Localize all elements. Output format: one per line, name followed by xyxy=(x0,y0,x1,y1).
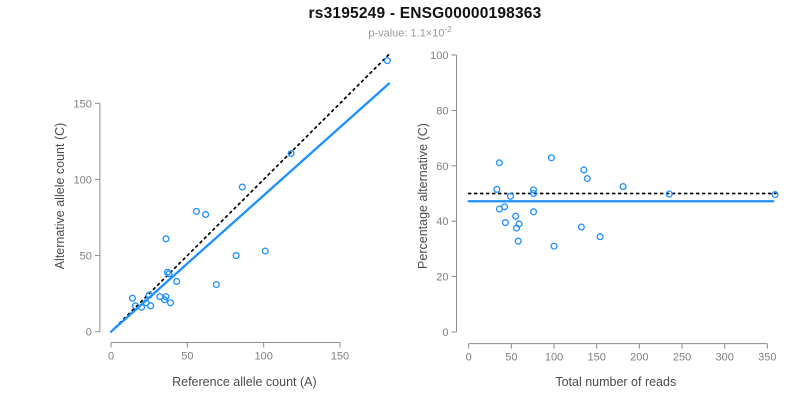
data-point xyxy=(501,219,509,227)
pvalue-mantissa: 1.1 xyxy=(410,27,426,40)
x-tick-label: 350 xyxy=(758,352,776,364)
data-point xyxy=(493,185,501,193)
pvalue-base: 10 xyxy=(432,27,445,40)
data-point xyxy=(665,190,673,198)
data-point xyxy=(514,237,522,245)
x-tick-label: 250 xyxy=(673,352,691,364)
y-tick-label: 0 xyxy=(442,327,448,339)
data-point xyxy=(147,302,155,310)
x-axis-label: Reference allele count (A) xyxy=(172,375,317,389)
figure-subtitle: p-value: 1.1×10-2 xyxy=(20,25,800,40)
identity-line xyxy=(110,53,390,333)
data-point xyxy=(619,183,627,191)
data-point xyxy=(238,183,246,191)
pvalue-times-sign: × xyxy=(425,27,433,40)
data-point xyxy=(583,174,591,183)
x-tick-label: 50 xyxy=(181,351,193,363)
x-axis: 0 50 100 150 xyxy=(108,342,349,363)
pvalue-exponent: -2 xyxy=(444,25,452,34)
y-tick-label: 80 xyxy=(436,105,448,117)
y-tick-label: 40 xyxy=(436,216,448,228)
data-point xyxy=(530,186,538,194)
data-point xyxy=(530,189,538,198)
data-point xyxy=(287,149,295,158)
y-tick-label: 100 xyxy=(430,50,448,62)
data-point xyxy=(771,191,779,199)
x-tick-label: 200 xyxy=(630,352,648,364)
data-point xyxy=(145,291,153,299)
x-tick-label: 0 xyxy=(466,352,472,364)
fit-line xyxy=(109,82,391,333)
data-point xyxy=(165,270,173,278)
data-point xyxy=(163,268,172,276)
x-tick-label: 0 xyxy=(108,351,114,363)
data-point xyxy=(137,303,146,311)
y-tick-label: 50 xyxy=(80,251,92,263)
y-tick-label: 100 xyxy=(74,174,92,186)
y-tick-label: 60 xyxy=(436,161,448,173)
data-points xyxy=(493,154,779,250)
data-point xyxy=(173,277,181,286)
data-point xyxy=(383,57,391,65)
x-tick-label: 300 xyxy=(716,352,734,364)
data-point xyxy=(512,212,520,220)
x-tick-label: 50 xyxy=(505,352,517,364)
data-point xyxy=(162,235,170,243)
x-axis: 0 50 100 150 200 250 300 350 xyxy=(466,343,777,364)
data-point xyxy=(550,242,558,250)
data-point xyxy=(128,294,136,302)
data-point xyxy=(495,205,503,213)
figure-title: rs3195249 - ENSG00000198363 xyxy=(308,5,542,22)
x-tick-label: 150 xyxy=(331,351,349,363)
data-point xyxy=(596,233,604,241)
data-point xyxy=(547,154,556,162)
data-point xyxy=(202,210,210,219)
data-point xyxy=(506,192,515,200)
data-point xyxy=(261,247,269,255)
data-point xyxy=(160,296,168,304)
x-axis-label: Total number of reads xyxy=(555,375,676,389)
x-tick-label: 100 xyxy=(254,351,272,363)
y-axis: 0 20 40 60 80 100 xyxy=(430,50,457,339)
x-tick-label: 100 xyxy=(545,352,563,364)
y-tick-label: 0 xyxy=(86,327,92,339)
data-point xyxy=(166,299,175,307)
y-axis: 0 50 100 150 xyxy=(74,98,101,339)
y-tick-label: 20 xyxy=(436,272,448,284)
y-tick-label: 150 xyxy=(74,98,92,110)
data-point xyxy=(577,223,585,231)
data-point xyxy=(580,166,588,174)
data-point xyxy=(192,207,201,215)
data-point xyxy=(530,208,538,216)
data-point xyxy=(212,280,220,289)
x-tick-label: 150 xyxy=(588,352,606,364)
y-axis-label: Percentage alternative (C) xyxy=(416,123,430,269)
y-axis-label: Alternative allele count (C) xyxy=(53,123,67,270)
data-point xyxy=(232,252,240,260)
data-point xyxy=(512,224,521,232)
data-point xyxy=(495,159,503,167)
pvalue-label: p-value: xyxy=(368,27,411,40)
data-points xyxy=(128,57,391,311)
